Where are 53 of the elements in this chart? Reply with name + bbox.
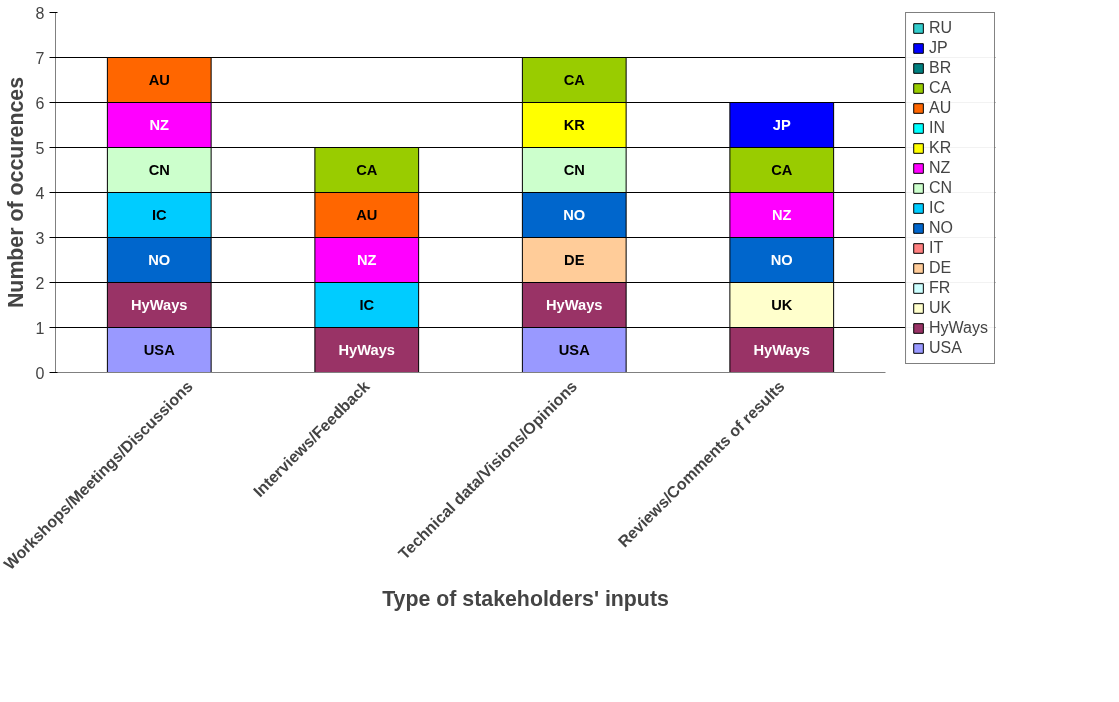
data-label: CA xyxy=(356,162,378,178)
y-tick-label: 1 xyxy=(35,319,45,337)
legend-label: AU xyxy=(929,99,952,117)
data-label: IC xyxy=(151,207,167,223)
data-label: NO xyxy=(563,207,586,223)
legend-label: FR xyxy=(929,279,951,297)
legend-label: IC xyxy=(929,199,947,217)
data-label: NO xyxy=(770,252,793,268)
data-label: AU xyxy=(148,72,170,88)
legend-label: HyWays xyxy=(929,319,988,337)
data-label: IC xyxy=(359,297,375,313)
y-axis-title: Number of occurences xyxy=(3,76,28,309)
data-label: DE xyxy=(564,252,585,268)
y-tick-label: 6 xyxy=(35,94,45,112)
data-label: NZ xyxy=(356,252,377,268)
data-label: USA xyxy=(558,342,591,358)
y-tick-label: 3 xyxy=(35,229,45,247)
data-label: CA xyxy=(771,162,793,178)
x-axis-title: Type of stakeholders' inputs xyxy=(382,586,669,611)
data-label: JP xyxy=(772,117,791,133)
legend-label: CN xyxy=(929,179,953,197)
legend-label: DE xyxy=(929,259,952,277)
data-label: UK xyxy=(771,297,793,313)
legend-label: NO xyxy=(929,219,954,237)
data-label: CN xyxy=(563,162,585,178)
data-label: HyWays xyxy=(338,342,395,358)
y-tick-label: 7 xyxy=(35,49,45,67)
legend-label: UK xyxy=(929,299,952,317)
legend-label: KR xyxy=(929,139,952,157)
legend-label: CA xyxy=(929,79,952,97)
data-label: HyWays xyxy=(546,297,603,313)
legend-label: RU xyxy=(929,19,953,37)
y-tick-label: 5 xyxy=(35,139,45,157)
y-tick-label: 2 xyxy=(35,274,45,292)
data-label: NZ xyxy=(149,117,170,133)
y-tick-label: 4 xyxy=(35,184,45,202)
data-label: KR xyxy=(563,117,586,133)
data-label: AU xyxy=(356,207,378,223)
data-label: NZ xyxy=(771,207,792,223)
data-label: NO xyxy=(148,252,171,268)
legend-label: IN xyxy=(929,119,947,137)
legend-label: NZ xyxy=(929,159,951,177)
data-label: HyWays xyxy=(753,342,810,358)
y-tick-label: 0 xyxy=(35,364,45,382)
legend-label: JP xyxy=(929,39,949,57)
y-tick-label: 8 xyxy=(35,4,45,22)
legend-label: USA xyxy=(929,339,962,357)
legend-label: BR xyxy=(929,59,952,77)
data-label: CN xyxy=(148,162,170,178)
data-label: CA xyxy=(563,72,586,88)
data-label: HyWays xyxy=(131,297,188,313)
data-label: USA xyxy=(143,342,176,358)
legend-label: IT xyxy=(929,239,945,257)
